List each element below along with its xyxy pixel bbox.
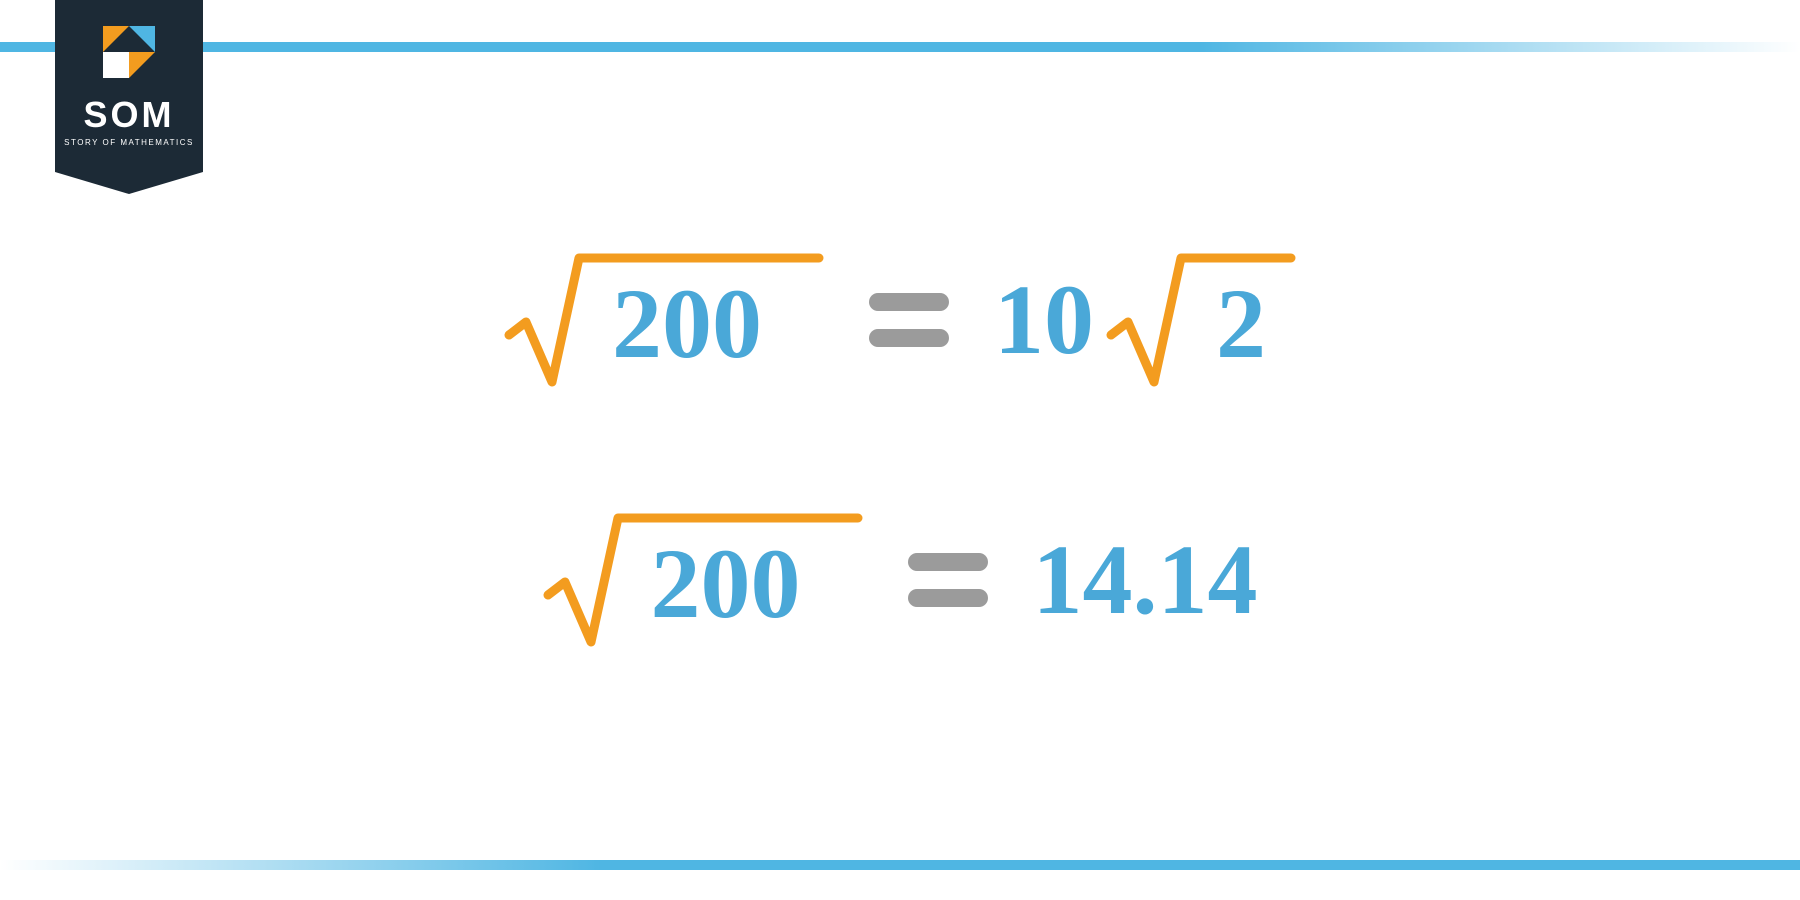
bottom-bar-fade <box>0 860 600 870</box>
equals-bar <box>869 293 949 311</box>
logo-title: SOM <box>55 94 203 136</box>
equations-container: 200 10 2 200 14.14 <box>400 250 1400 770</box>
equals-bar <box>908 589 988 607</box>
radical-right-1: 2 <box>1106 250 1296 390</box>
radicand-200-b: 200 <box>633 534 811 640</box>
bottom-border-bar <box>0 860 1800 870</box>
radicand-2: 2 <box>1198 274 1276 380</box>
equals-sign-2 <box>908 553 988 607</box>
top-bar-fade <box>1200 42 1800 52</box>
logo-badge: SOM STORY OF MATHEMATICS <box>55 0 203 172</box>
logo-icon <box>103 26 155 78</box>
logo-subtitle: STORY OF MATHEMATICS <box>55 138 203 147</box>
radicand-200-a: 200 <box>594 274 772 380</box>
bottom-bar-solid <box>600 860 1800 870</box>
equals-sign-1 <box>869 293 949 347</box>
top-border-bar <box>0 42 1800 52</box>
radical-left-1: 200 <box>504 250 824 390</box>
equation-line-2: 200 14.14 <box>400 510 1400 650</box>
coefficient-10: 10 <box>994 270 1094 370</box>
radical-left-2: 200 <box>543 510 863 650</box>
equals-bar <box>869 329 949 347</box>
equals-bar <box>908 553 988 571</box>
decimal-result: 14.14 <box>1033 530 1258 630</box>
equation-line-1: 200 10 2 <box>400 250 1400 390</box>
